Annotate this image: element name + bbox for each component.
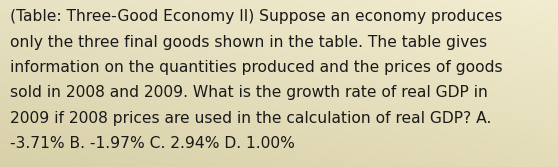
Text: information on the quantities produced and the prices of goods: information on the quantities produced a… [10,60,503,75]
Text: 2009 if 2008 prices are used in the calculation of real GDP? A.: 2009 if 2008 prices are used in the calc… [10,111,492,126]
Text: (Table: Three-Good Economy II) Suppose an economy produces: (Table: Three-Good Economy II) Suppose a… [10,9,502,24]
Text: -3.71% B. -1.97% C. 2.94% D. 1.00%: -3.71% B. -1.97% C. 2.94% D. 1.00% [10,136,295,151]
Text: only the three final goods shown in the table. The table gives: only the three final goods shown in the … [10,35,487,50]
Text: sold in 2008 and 2009. What is the growth rate of real GDP in: sold in 2008 and 2009. What is the growt… [10,85,488,100]
